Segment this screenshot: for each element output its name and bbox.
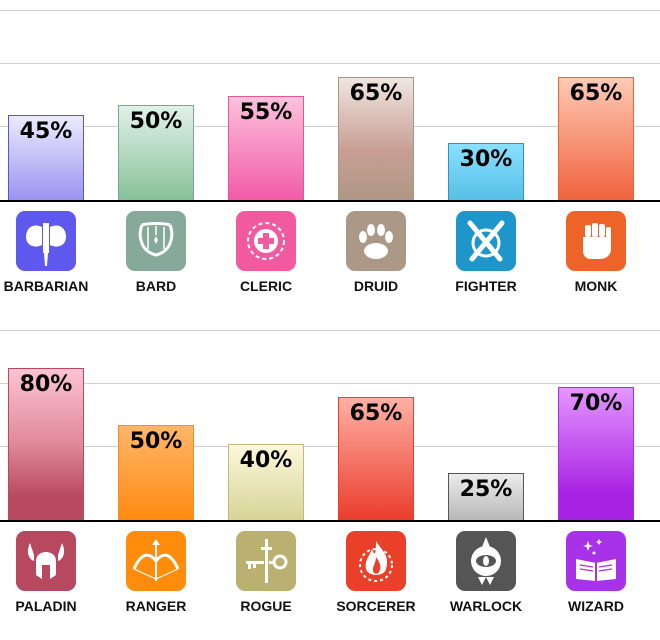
bottom-chart: 80% 50% 40% 65% 25% 70% <box>0 320 660 640</box>
gridline <box>0 126 660 127</box>
bar-value-label: 25% <box>459 477 513 502</box>
class-label: MONK <box>574 278 618 294</box>
bar-monk: 65% <box>558 77 634 201</box>
crossed-swords-icon <box>456 211 516 271</box>
eye-icon <box>456 531 516 591</box>
bar-value-label: 40% <box>239 448 293 473</box>
x-axis-line <box>0 200 660 202</box>
flame-icon <box>346 531 406 591</box>
bow-arrow-icon <box>126 531 186 591</box>
class-label: ROGUE <box>240 598 292 614</box>
bar-value-label: 50% <box>129 109 183 134</box>
bar-value-label: 65% <box>569 81 623 106</box>
paw-print-icon <box>346 211 406 271</box>
gridline <box>0 330 660 331</box>
gridline <box>0 10 660 11</box>
bar-fighter: 30% <box>448 143 524 201</box>
bar-warlock: 25% <box>448 473 524 521</box>
class-label: FIGHTER <box>455 278 517 294</box>
bar-druid: 65% <box>338 77 414 201</box>
bar-wizard: 70% <box>558 387 634 521</box>
class-label: WARLOCK <box>449 598 523 614</box>
battle-axe-icon <box>16 211 76 271</box>
dagger-key-icon <box>236 531 296 591</box>
gridline <box>0 446 660 447</box>
top-chart: 45% 50% 55% 65% 30% 65% <box>0 10 660 294</box>
gridline <box>0 383 660 384</box>
class-label: SORCERER <box>336 598 416 614</box>
gridline <box>0 63 660 64</box>
spellbook-icon <box>566 531 626 591</box>
bar-barbarian: 45% <box>8 115 84 201</box>
x-axis-line <box>0 520 660 522</box>
bar-value-label: 30% <box>459 147 513 172</box>
bar-value-label: 65% <box>349 401 403 426</box>
winged-helmet-icon <box>16 531 76 591</box>
class-label: DRUID <box>353 278 399 294</box>
bar-ranger: 50% <box>118 425 194 521</box>
holy-cross-icon <box>236 211 296 271</box>
bar-value-label: 70% <box>569 391 623 416</box>
class-label: BARBARIAN <box>3 278 89 294</box>
bar-sorcerer: 65% <box>338 397 414 521</box>
bar-value-label: 80% <box>19 372 73 397</box>
lyre-icon <box>126 211 186 271</box>
bar-bard: 50% <box>118 105 194 201</box>
class-label: CLERIC <box>239 278 293 294</box>
class-label: PALADIN <box>15 598 77 614</box>
class-label: RANGER <box>125 598 187 614</box>
bar-paladin: 80% <box>8 368 84 521</box>
class-label: BARD <box>135 278 177 294</box>
bar-value-label: 55% <box>239 100 293 125</box>
bar-value-label: 45% <box>19 119 73 144</box>
bar-cleric: 55% <box>228 96 304 201</box>
fist-icon <box>566 211 626 271</box>
bar-value-label: 50% <box>129 429 183 454</box>
class-label: WIZARD <box>568 598 624 614</box>
bar-value-label: 65% <box>349 81 403 106</box>
bar-rogue: 40% <box>228 444 304 521</box>
